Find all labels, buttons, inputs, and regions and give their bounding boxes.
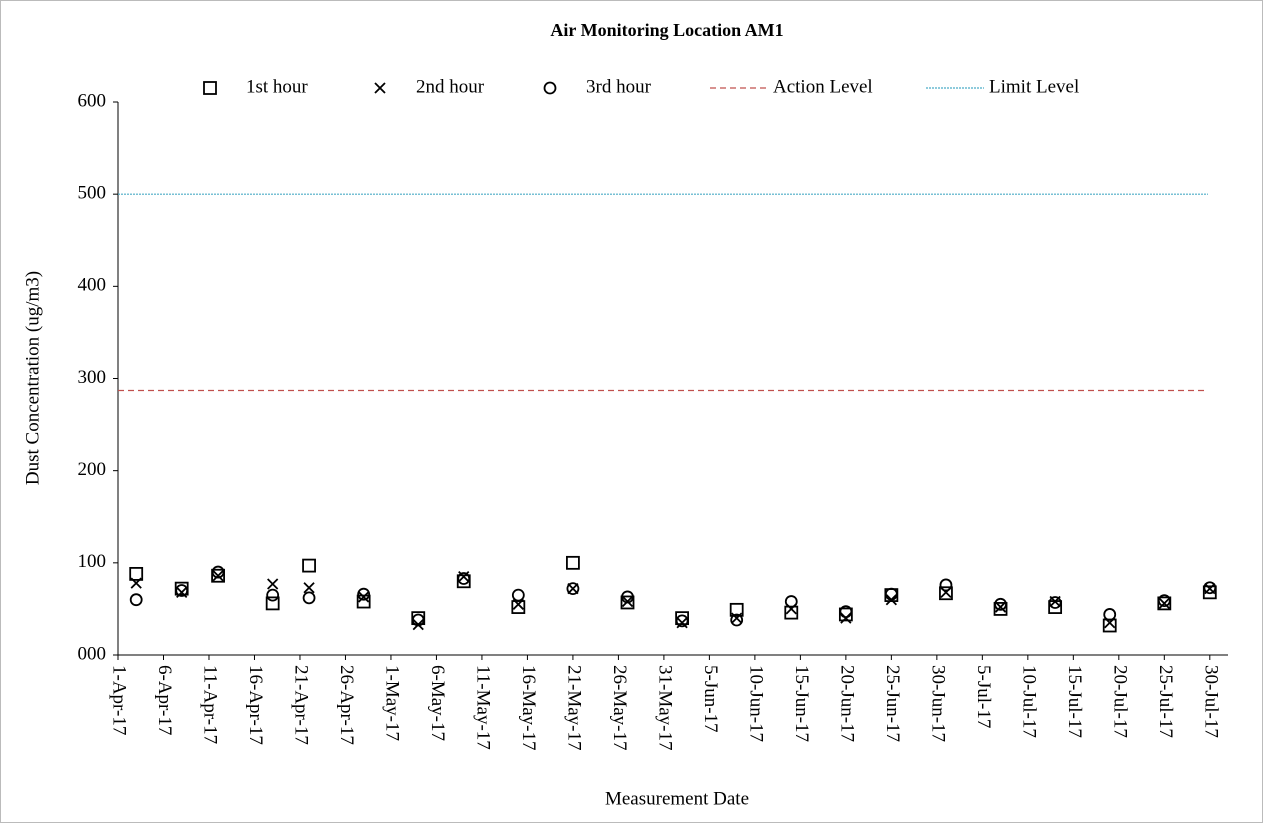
legend-label: 2nd hour [416,76,485,97]
marker-circle [839,605,853,619]
marker-circle [1203,581,1217,595]
x-axis-title: Measurement Date [605,788,749,809]
y-axis-title: Dust Concentration (ug/m3) [22,271,43,485]
marker-circle [730,613,744,627]
marker-x [212,570,224,582]
x-tick-label: 15-Jul-17 [1064,665,1085,738]
x-tick-label: 1-Apr-17 [109,665,130,735]
y-tick-label: 100 [78,551,107,572]
marker-circle [357,587,371,601]
marker-square [129,566,144,581]
x-tick-label: 6-May-17 [427,665,448,741]
x-tick-label: 6-Apr-17 [154,665,175,735]
marker-circle [129,593,143,607]
legend-label: 3rd hour [586,76,652,97]
x-tick-label: 20-Jul-17 [1109,665,1130,738]
x-tick-label: 16-Apr-17 [245,665,266,745]
marker-circle [784,595,798,608]
marker-x [1158,597,1170,610]
marker-square [203,81,217,95]
marker-circle [1048,596,1062,609]
marker-circle [411,613,425,627]
marker-square [302,558,316,573]
y-tick-label: 600 [78,90,107,111]
marker-circle [211,565,225,579]
marker-square [356,594,371,609]
x-tick-label: 10-Jun-17 [746,665,767,742]
x-tick-label: 10-Jul-17 [1018,665,1039,738]
y-tick-label: 300 [78,367,107,388]
x-tick-label: 5-Jul-17 [973,665,994,728]
marker-circle [511,588,525,602]
marker-x [374,82,386,94]
x-tick-label: 5-Jun-17 [700,665,721,733]
marker-circle [939,578,953,592]
marker-circle [1157,594,1171,608]
x-tick-label: 30-Jun-17 [927,665,948,742]
marker-square [1157,596,1172,611]
x-tick-label: 26-Apr-17 [336,665,357,745]
x-tick-label: 20-Jun-17 [837,665,858,742]
marker-x [840,612,852,624]
x-tick-label: 26-May-17 [609,665,630,750]
legend-label: 1st hour [246,76,308,97]
marker-circle [1103,608,1117,621]
x-tick-label: 30-Jul-17 [1200,665,1221,738]
marker-square [620,595,635,610]
marker-circle [266,588,280,602]
marker-x [512,598,524,610]
marker-square [211,568,225,583]
y-tick-label: 400 [78,275,107,296]
marker-square [838,607,853,622]
x-tick-label: 25-Jun-17 [882,665,903,742]
y-tick-label: 000 [78,643,107,664]
marker-square [456,574,471,589]
marker-square [1202,585,1217,600]
marker-square [729,602,744,617]
x-tick-label: 21-May-17 [564,665,585,750]
marker-circle [621,590,634,604]
marker-circle [566,582,580,596]
legend-label: Limit Level [989,76,1079,97]
marker-circle [302,591,316,605]
marker-square [939,586,953,601]
marker-circle [543,81,557,95]
x-tick-label: 11-Apr-17 [200,665,221,744]
marker-square [265,596,280,611]
marker-square [993,602,1008,616]
marker-circle [884,587,898,601]
marker-square [675,611,689,626]
y-tick-label: 500 [78,183,107,204]
marker-x [267,578,279,590]
marker-square [566,555,580,570]
y-tick-label: 200 [78,459,107,480]
x-tick-label: 16-May-17 [518,665,539,750]
x-tick-label: 25-Jul-17 [1155,665,1176,738]
chart-title: Air Monitoring Location AM1 [550,20,783,40]
x-tick-label: 11-May-17 [473,665,494,750]
x-tick-label: 15-Jun-17 [791,665,812,742]
legend-label: Action Level [773,76,873,97]
marker-circle [994,597,1007,611]
x-tick-label: 21-Apr-17 [291,665,312,745]
marker-x [358,591,370,603]
marker-x [130,577,142,589]
marker-x [994,601,1007,613]
x-tick-label: 1-May-17 [382,665,403,741]
marker-x [303,582,315,594]
marker-circle [457,572,471,585]
marker-circle [175,584,189,597]
x-tick-label: 31-May-17 [655,665,676,750]
marker-circle [675,614,689,628]
